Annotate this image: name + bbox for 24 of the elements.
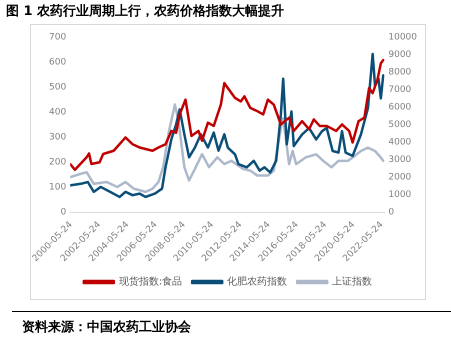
y2-tick-label: 5000: [388, 120, 412, 130]
y-tick-label: 400: [48, 108, 66, 118]
y-tick-label: 600: [48, 57, 66, 68]
legend-label: 化肥农药指数: [227, 276, 288, 288]
y-tick-label: 100: [48, 182, 66, 193]
y2-tick-label: 2000: [388, 172, 412, 183]
y2-tick-label: 9000: [388, 50, 412, 60]
y-tick-label: 200: [48, 158, 66, 168]
legend-label: 现货指数:食品: [118, 276, 182, 288]
y2-tick-label: 10000: [388, 32, 418, 42]
y2-tick-label: 6000: [388, 102, 412, 112]
y-tick-label: 300: [48, 132, 66, 143]
y-tick-label: 700: [48, 32, 66, 42]
chart-title: 图 1 农药行业周期上行，农药价格指数大幅提升: [6, 3, 284, 20]
y2-tick-label: 7000: [388, 84, 412, 95]
y2-tick-label: 8000: [388, 67, 412, 78]
y2-tick-label: 0: [388, 208, 394, 218]
y-tick-label: 0: [60, 208, 66, 218]
y2-tick-label: 4000: [388, 138, 412, 148]
y2-tick-label: 3000: [388, 155, 412, 166]
y-tick-label: 500: [48, 82, 66, 92]
legend-label: 上证指数: [332, 276, 372, 288]
text: 资料来源：中国农药工业协会: [22, 319, 191, 336]
y2-tick-label: 1000: [388, 190, 412, 200]
